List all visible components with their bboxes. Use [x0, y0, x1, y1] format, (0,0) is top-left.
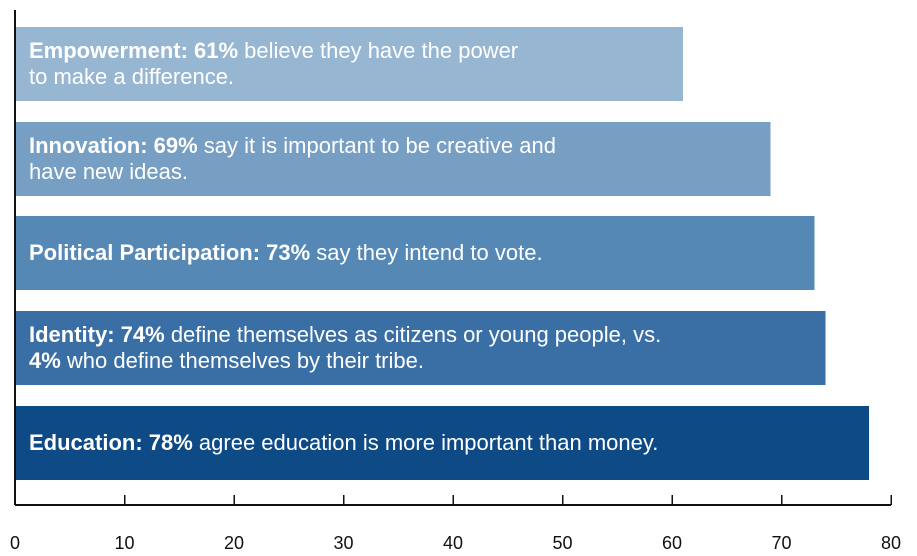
x-tick-label: 0 — [10, 533, 20, 553]
x-tick-label: 80 — [881, 533, 901, 553]
x-tick-label: 50 — [552, 533, 572, 553]
bar-label-line: have new ideas. — [29, 159, 556, 185]
bars-group — [15, 27, 870, 480]
bar-political-participation — [15, 216, 815, 290]
bar-label-text: who define themselves by their tribe. — [60, 348, 424, 373]
bar-identity — [15, 311, 826, 385]
bar-label-political-participation: Political Participation: 73% say they in… — [29, 240, 543, 266]
bar-label-text: define themselves as citizens or young p… — [164, 322, 662, 347]
bar-label-education: Education: 78% agree education is more i… — [29, 430, 658, 456]
x-axis-ticks: 0 10 20 30 40 50 60 70 80 — [10, 495, 901, 553]
bar-label-text: believe they have the power — [238, 38, 519, 63]
bar-label-line: Empowerment: 61% believe they have the p… — [29, 38, 518, 64]
bar-label-line: to make a difference. — [29, 64, 518, 90]
bar-label-text: say it is important to be creative and — [197, 133, 556, 158]
bar-empowerment — [15, 27, 683, 101]
x-tick-label: 40 — [443, 533, 463, 553]
x-tick-label: 70 — [771, 533, 791, 553]
bar-label-innovation: Innovation: 69% say it is important to b… — [29, 133, 556, 185]
bar-education — [15, 406, 870, 480]
bar-label-highlight: 4% — [29, 348, 61, 373]
bar-label-line: Education: 78% agree education is more i… — [29, 430, 658, 456]
bar-label-text: say they intend to vote. — [310, 240, 543, 265]
bar-label-line: Identity: 74% define themselves as citiz… — [29, 322, 661, 348]
x-tick-label: 20 — [224, 533, 244, 553]
bar-label-highlight: Identity: 74% — [29, 322, 165, 347]
x-tick-label: 30 — [333, 533, 353, 553]
bar-innovation — [15, 122, 771, 196]
bar-label-text: agree education is more important than m… — [192, 430, 659, 455]
bar-label-highlight: Innovation: 69% — [29, 133, 198, 158]
bar-label-text: to make a difference. — [29, 64, 235, 89]
bar-label-text: have new ideas. — [29, 159, 188, 184]
bar-label-line: 4% who define themselves by their tribe. — [29, 348, 661, 374]
bar-label-highlight: Education: 78% — [29, 430, 193, 455]
bar-label-identity: Identity: 74% define themselves as citiz… — [29, 322, 661, 374]
bar-label-line: Political Participation: 73% say they in… — [29, 240, 543, 266]
bar-label-line: Innovation: 69% say it is important to b… — [29, 133, 556, 159]
bar-label-highlight: Political Participation: 73% — [29, 240, 311, 265]
bar-label-highlight: Empowerment: 61% — [29, 38, 239, 63]
bar-label-empowerment: Empowerment: 61% believe they have the p… — [29, 38, 518, 90]
x-tick-label: 60 — [662, 533, 682, 553]
x-tick-label: 10 — [114, 533, 134, 553]
